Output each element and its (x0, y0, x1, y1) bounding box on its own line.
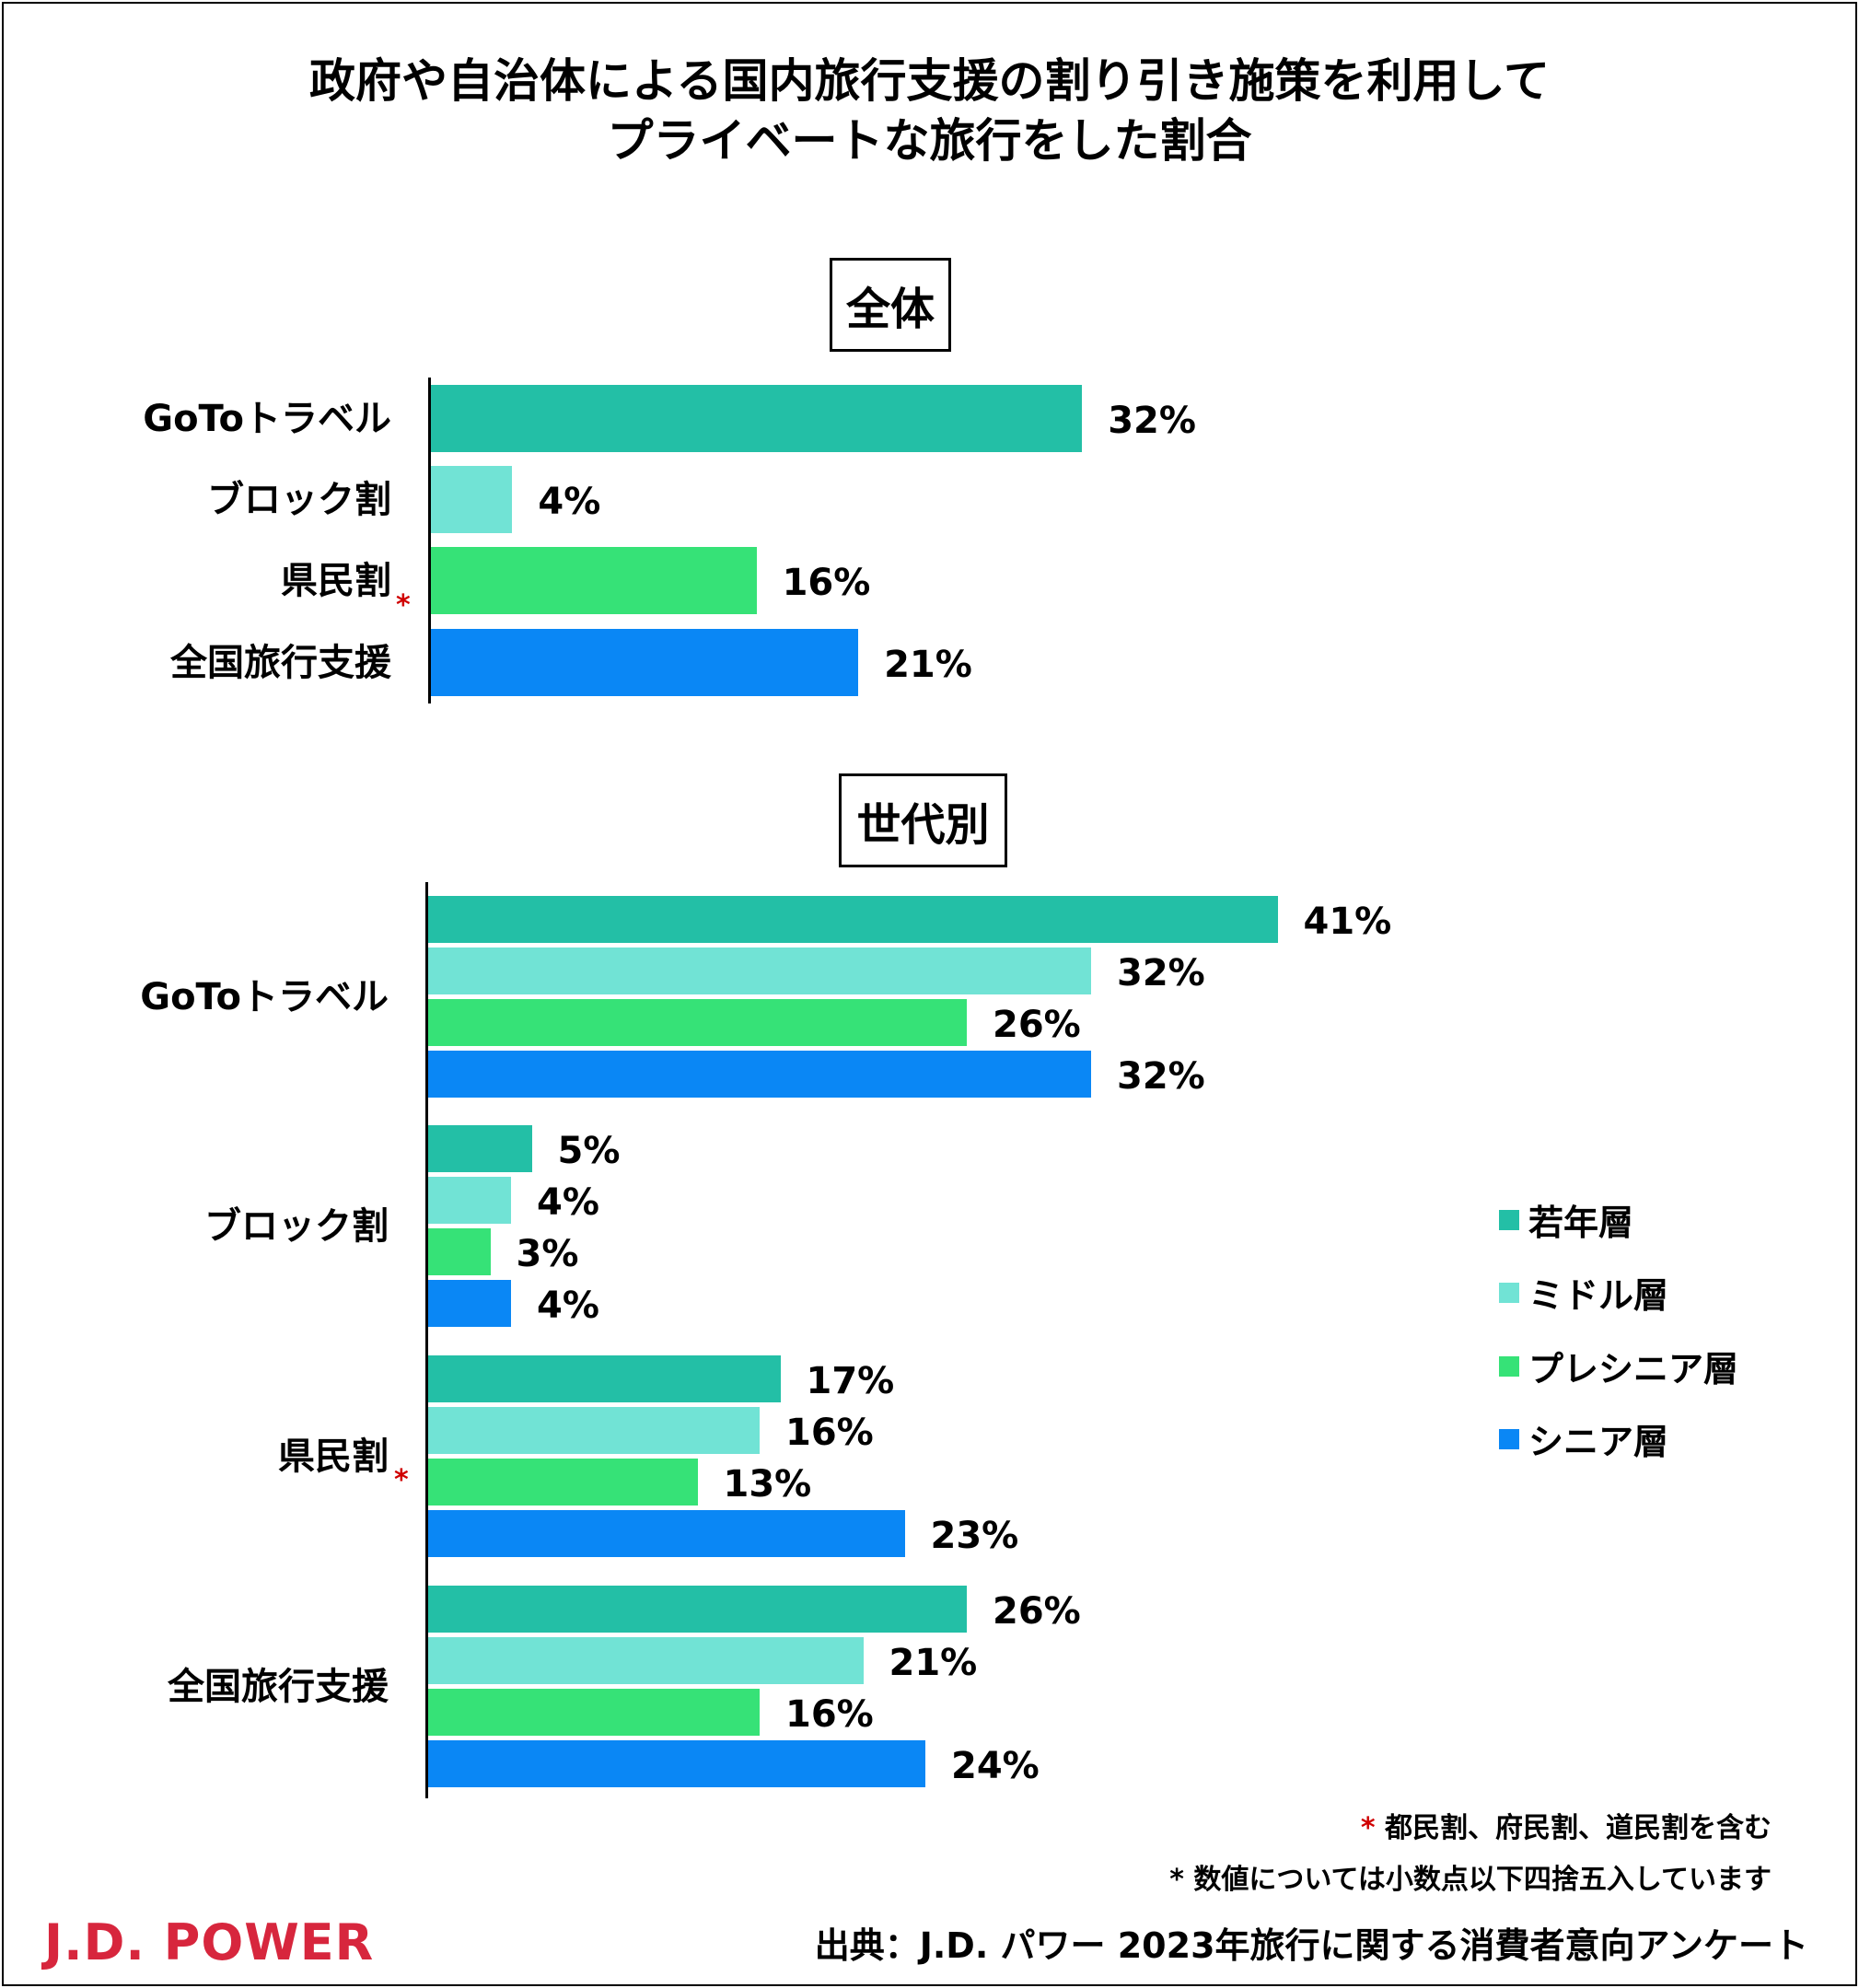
generation-bar (428, 1689, 760, 1736)
overall-value-label: 32% (1108, 399, 1196, 442)
generation-axis-line (425, 882, 428, 1798)
generation-bar (428, 1637, 864, 1684)
legend-label: プレシニア層 (1528, 1349, 1739, 1389)
overall-bar (431, 629, 859, 696)
generation-bar (428, 1280, 511, 1327)
legend-swatch (1499, 1209, 1519, 1230)
generation-bar (428, 1407, 760, 1454)
generation-category-label: GoToトラベル (140, 975, 389, 1018)
legend-label: シニア層 (1528, 1422, 1669, 1462)
legend-swatch (1499, 1355, 1519, 1377)
generation-bar (428, 1051, 1091, 1098)
chart-title-line-1: 政府や自治体による国内旅行支援の割り引き施策を利用して (309, 54, 1550, 108)
generation-value-label: 3% (516, 1232, 579, 1275)
generation-value-label: 26% (993, 1589, 1081, 1633)
legend-item: シニア層 (1499, 1413, 1668, 1464)
note-asterisk-prefecture: * 都民割、府民割、道民割を含む (1361, 1805, 1772, 1845)
generation-bar (428, 896, 1278, 943)
generation-value-label: 13% (723, 1462, 812, 1506)
generation-asterisk-icon: * (394, 1464, 409, 1496)
generation-value-label: 5% (557, 1129, 621, 1172)
legend-swatch (1499, 1428, 1519, 1449)
generation-value-label: 4% (537, 1284, 599, 1327)
legend-label: 若年層 (1528, 1203, 1634, 1243)
generation-bar (428, 947, 1091, 994)
generation-category-label: 県民割 (278, 1435, 389, 1478)
generation-bar (428, 1355, 781, 1402)
generation-bar (428, 1510, 905, 1557)
note-text-prefecture: 都民割、府民割、道民割を含む (1385, 1812, 1772, 1844)
generation-bar (428, 1177, 511, 1224)
generation-value-label: 17% (806, 1359, 895, 1402)
legend-item: 若年層 (1499, 1194, 1633, 1245)
section-title-overall: 全体 (830, 258, 951, 352)
generation-value-label: 16% (785, 1692, 874, 1736)
overall-bar (431, 466, 513, 533)
note-rounding-mark: * (1169, 1864, 1184, 1896)
generation-value-label: 21% (889, 1641, 978, 1684)
source-credit: 出典：J.D. パワー 2023年旅行に関する消費者意向アンケート (814, 1925, 1808, 1966)
generation-bar (428, 999, 967, 1046)
generation-value-label: 23% (930, 1514, 1019, 1557)
overall-value-label: 16% (782, 561, 871, 604)
generation-value-label: 16% (785, 1411, 874, 1454)
overall-category-label: 全国旅行支援 (170, 641, 391, 684)
legend-item: ミドル層 (1499, 1267, 1668, 1318)
overall-bar (431, 385, 1083, 452)
generation-value-label: 32% (1117, 1054, 1205, 1098)
generation-value-label: 4% (537, 1180, 599, 1224)
overall-category-label: GoToトラベル (143, 397, 391, 440)
note-rounding: * 数値については小数点以下四捨五入しています (1169, 1856, 1772, 1897)
jd-power-logo: J.D. POWER (44, 1913, 375, 1971)
legend-swatch (1499, 1282, 1519, 1303)
legend-item: プレシニア層 (1499, 1341, 1738, 1391)
generation-category-label: ブロック割 (204, 1204, 389, 1248)
chart-title-line-2: プライベートな旅行をした割合 (607, 114, 1252, 168)
generation-bar (428, 1228, 491, 1275)
generation-bar (428, 1125, 532, 1172)
generation-category-label: 全国旅行支援 (168, 1665, 389, 1708)
overall-value-label: 4% (538, 480, 601, 523)
legend-label: ミドル層 (1528, 1275, 1669, 1316)
overall-value-label: 21% (884, 643, 972, 686)
generation-value-label: 41% (1303, 900, 1392, 943)
overall-category-label: 県民割 (281, 559, 391, 602)
generation-value-label: 24% (951, 1744, 1040, 1787)
generation-value-label: 26% (993, 1003, 1081, 1046)
overall-category-label: ブロック割 (207, 478, 391, 521)
generation-bar (428, 1459, 698, 1506)
overall-axis-line (428, 378, 431, 703)
note-asterisk-mark: * (1360, 1812, 1376, 1844)
overall-bar (431, 547, 757, 614)
generation-bar (428, 1740, 925, 1787)
note-text-rounding: 数値については小数点以下四捨五入しています (1193, 1864, 1772, 1896)
overall-asterisk-icon: * (396, 589, 411, 622)
section-title-by-generation: 世代別 (839, 773, 1007, 867)
generation-value-label: 32% (1117, 951, 1205, 994)
generation-bar (428, 1586, 967, 1633)
